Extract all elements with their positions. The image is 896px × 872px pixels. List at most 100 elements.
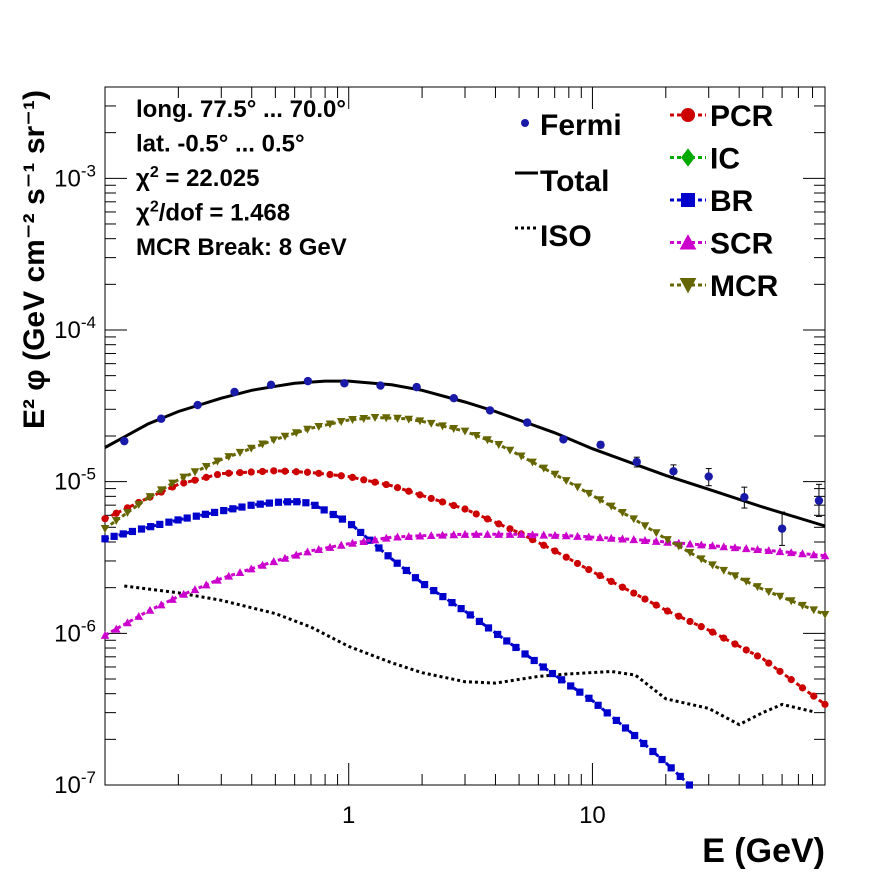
mcr-marker <box>640 522 650 531</box>
mcr-marker <box>730 572 740 581</box>
legend-symbol <box>681 148 695 167</box>
scr-marker <box>651 536 661 545</box>
legend-item-br: BR <box>670 185 754 218</box>
scr-marker <box>269 557 279 566</box>
scr-marker <box>753 545 762 554</box>
info-line: MCR Break: 8 GeV <box>136 234 347 261</box>
x-axis-label: E (GeV) <box>702 832 825 870</box>
mcr-marker <box>168 479 177 488</box>
mcr-marker <box>179 473 189 482</box>
pcr-marker <box>393 484 402 492</box>
pcr-marker <box>618 583 627 591</box>
scr-marker <box>224 571 234 580</box>
mcr-marker <box>213 457 222 466</box>
legend-item-fermi: Fermi <box>521 109 622 142</box>
pcr-marker <box>753 652 762 660</box>
pcr-marker <box>720 634 728 642</box>
mcr-marker <box>393 414 402 423</box>
mcr-marker <box>741 577 751 586</box>
scr-marker <box>798 549 807 558</box>
br-marker <box>676 772 684 781</box>
mcr-marker <box>764 588 774 597</box>
series-pcr <box>101 467 829 708</box>
y-tick-label: 10-5 <box>54 465 96 496</box>
mcr-marker <box>449 425 459 433</box>
mcr-marker <box>224 453 234 462</box>
scr-marker <box>201 580 211 589</box>
scr-marker <box>415 531 425 540</box>
mcr-marker <box>708 561 717 570</box>
br-marker <box>201 510 210 518</box>
mcr-marker <box>550 470 560 479</box>
legend-item-scr: SCR <box>670 228 774 261</box>
pcr-marker <box>675 612 683 620</box>
pcr-marker <box>371 478 379 486</box>
fermi-point <box>449 394 459 403</box>
br-marker <box>192 512 200 520</box>
scr-marker <box>539 530 549 539</box>
pcr-marker <box>303 468 312 476</box>
br-marker <box>256 500 264 508</box>
br-marker <box>265 499 273 507</box>
br-marker <box>229 505 237 513</box>
scr-marker <box>584 532 594 541</box>
scr-marker <box>741 544 751 553</box>
legend-item-iso: ISO <box>515 220 592 253</box>
pcr-marker <box>663 607 672 615</box>
pcr-marker <box>697 623 705 631</box>
mcr-marker <box>753 583 762 592</box>
legend-symbol <box>679 234 697 250</box>
pcr-marker <box>607 577 615 586</box>
scr-marker <box>809 550 819 559</box>
br-marker <box>649 747 657 756</box>
scr-marker <box>426 531 436 540</box>
series-br <box>101 498 694 789</box>
info-line: χ2 = 22.025 <box>136 164 260 192</box>
br-marker <box>548 669 557 678</box>
legend-label: Fermi <box>540 109 622 142</box>
x-tick-label: 10 <box>579 802 606 829</box>
mcr-marker <box>415 417 425 426</box>
legend-symbol <box>679 278 697 294</box>
scr-marker <box>561 531 571 540</box>
scr-marker <box>460 529 470 538</box>
pcr-marker <box>495 520 503 528</box>
legend-left: Fermi Total ISO <box>515 109 622 253</box>
fermi-point <box>669 467 678 476</box>
scr-marker <box>438 530 447 539</box>
mcr-marker <box>381 414 391 423</box>
scr-marker <box>528 530 537 539</box>
mcr-marker <box>505 446 515 455</box>
scr-marker <box>123 618 132 627</box>
br-marker <box>402 566 410 575</box>
scr-marker <box>629 535 639 544</box>
br-marker <box>603 709 611 717</box>
br-marker <box>347 521 356 529</box>
pcr-marker <box>337 472 345 480</box>
series-mcr <box>100 413 830 619</box>
pcr-marker <box>787 676 795 684</box>
fermi-point <box>120 436 129 446</box>
br-marker <box>393 559 401 567</box>
br-marker <box>557 676 566 684</box>
x-tick-label: 1 <box>342 802 355 829</box>
legend-item-pcr: PCR <box>670 100 774 133</box>
series-layer <box>100 379 830 789</box>
br-marker <box>375 544 383 552</box>
mcr-marker <box>775 592 785 601</box>
pcr-marker <box>180 479 188 487</box>
x-tick-labels: 1 10 <box>342 802 606 829</box>
y-tick-label: 10-3 <box>54 161 96 192</box>
pcr-marker <box>562 553 570 561</box>
y-tick-label: 10-7 <box>54 768 96 799</box>
scr-marker <box>640 536 650 544</box>
br-marker <box>530 656 538 665</box>
info-box: long. 77.5° ... 70.0° lat. -0.5° ... 0.5°… <box>136 96 347 261</box>
scr-marker <box>303 547 312 556</box>
mcr-marker <box>573 483 582 492</box>
mcr-marker <box>201 462 211 471</box>
br-marker <box>128 527 136 536</box>
br-marker <box>384 552 392 560</box>
iso-line <box>124 584 813 727</box>
scr-marker <box>359 537 369 546</box>
